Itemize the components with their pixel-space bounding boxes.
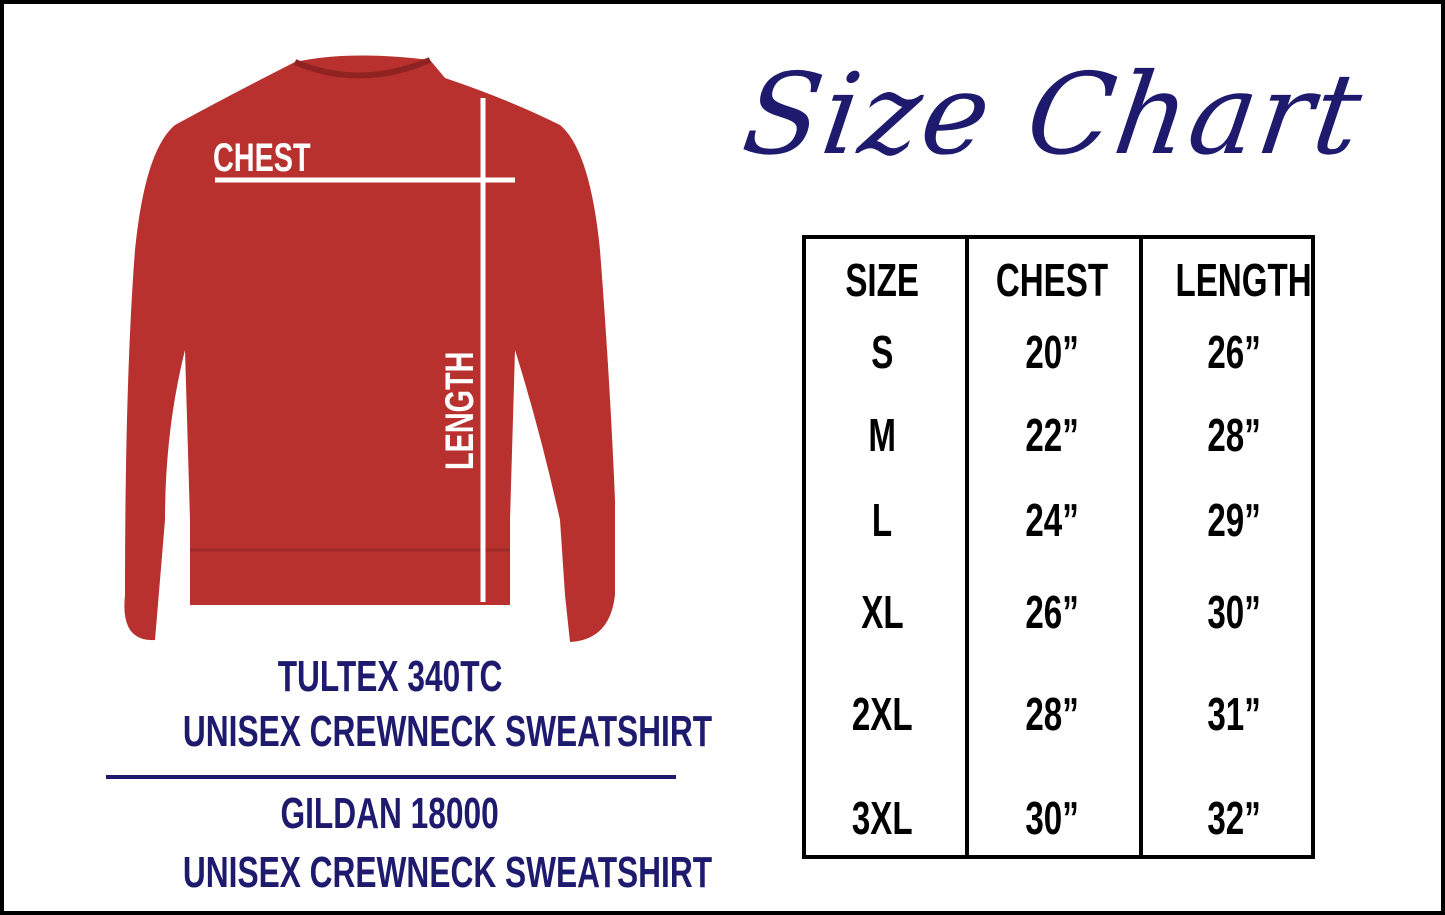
table-cell-text: 3XL: [851, 792, 913, 844]
table-cell-text: S: [870, 326, 894, 378]
table-cell: 28”: [1149, 408, 1319, 462]
column-header-text: LENGTH: [1175, 254, 1312, 306]
product-1-brand: TULTEX 340TC: [277, 652, 503, 701]
table-cell: M: [797, 408, 967, 462]
column-header-text: CHEST: [995, 254, 1109, 306]
table-cell: 30”: [1149, 585, 1319, 639]
table-cell: S: [797, 325, 967, 379]
table-cell: 32”: [1149, 791, 1319, 845]
column-divider: [1139, 239, 1143, 855]
table-cell: 26”: [1149, 325, 1319, 379]
table-cell: 22”: [967, 408, 1137, 462]
table-cell-text: 2XL: [851, 688, 913, 740]
table-cell: L: [797, 493, 967, 547]
table-cell: 2XL: [797, 687, 967, 741]
table-cell-text: 20”: [1025, 326, 1079, 378]
table-cell: 30”: [967, 791, 1137, 845]
table-cell: 20”: [967, 325, 1137, 379]
table-cell-text: 30”: [1207, 586, 1261, 638]
table-cell-text: 26”: [1025, 586, 1079, 638]
table-cell: 29”: [1149, 493, 1319, 547]
table-cell: 31”: [1149, 687, 1319, 741]
table-cell: 24”: [967, 493, 1137, 547]
size-table: SIZE CHEST LENGTH S 20” 26” M 22” 28” L 24” 29” XL 26…: [802, 235, 1315, 859]
table-cell-text: 28”: [1025, 688, 1079, 740]
table-cell-text: 26”: [1207, 326, 1261, 378]
table-cell-text: 29”: [1207, 494, 1261, 546]
column-divider: [965, 239, 969, 855]
table-cell: 28”: [967, 687, 1137, 741]
table-cell: 3XL: [797, 791, 967, 845]
table-cell-text: 22”: [1025, 409, 1079, 461]
sweatshirt-image: [124, 55, 615, 643]
column-header: CHEST: [967, 253, 1137, 307]
chest-label: CHEST: [213, 136, 311, 180]
table-cell-text: 32”: [1207, 792, 1261, 844]
product-2-name: UNISEX CREWNECK SWEATSHIRT: [182, 848, 713, 897]
column-header: SIZE: [797, 253, 967, 307]
product-2-brand: GILDAN 18000: [280, 789, 500, 838]
column-header: LENGTH: [1149, 253, 1319, 307]
table-cell: 26”: [967, 585, 1137, 639]
size-chart-title: Size Chart: [735, 50, 1371, 180]
table-cell-text: M: [868, 409, 896, 461]
table-cell-text: XL: [860, 586, 904, 638]
table-cell-text: 28”: [1207, 409, 1261, 461]
divider: [106, 775, 676, 779]
table-cell: XL: [797, 585, 967, 639]
table-cell-text: L: [871, 494, 893, 546]
table-cell-text: 30”: [1025, 792, 1079, 844]
product-1-name: UNISEX CREWNECK SWEATSHIRT: [182, 707, 713, 756]
column-header-text: SIZE: [845, 254, 919, 306]
length-label: LENGTH: [438, 351, 482, 470]
table-cell-text: 31”: [1207, 688, 1261, 740]
table-cell-text: 24”: [1025, 494, 1079, 546]
